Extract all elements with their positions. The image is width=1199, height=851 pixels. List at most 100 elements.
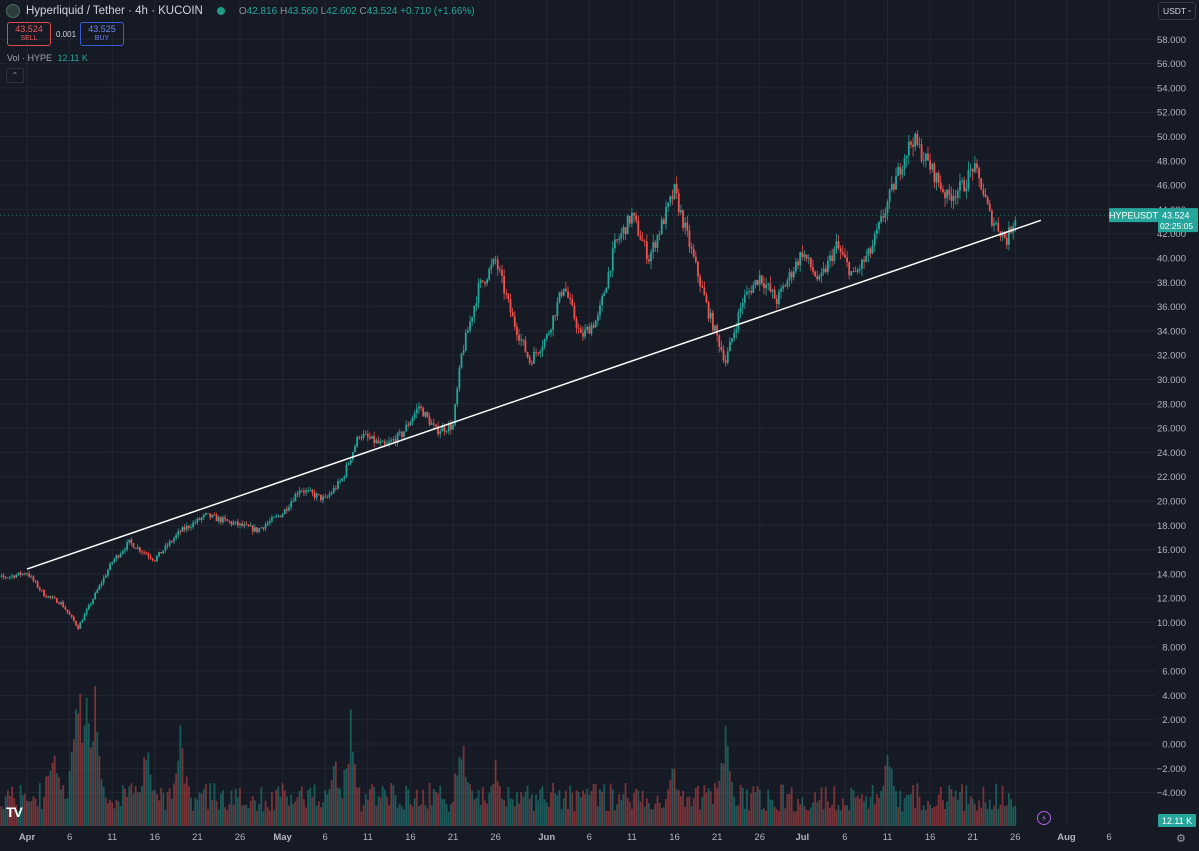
- volume-bar: [516, 792, 518, 826]
- volume-bar: [379, 797, 382, 826]
- price-tick-label: 16.000: [1157, 545, 1186, 556]
- volume-bar: [692, 798, 695, 826]
- candle-body: [571, 299, 574, 306]
- volume-bar: [965, 785, 968, 826]
- candle-body: [920, 144, 923, 161]
- price-tick-label: 12.000: [1157, 594, 1186, 605]
- candle-body: [45, 596, 48, 598]
- buy-button[interactable]: 43.525 BUY: [80, 22, 124, 46]
- candle-body: [369, 437, 371, 439]
- candle-body: [635, 215, 638, 221]
- candle-body: [418, 406, 420, 409]
- volume-bar: [682, 791, 684, 826]
- candle-body: [96, 589, 99, 593]
- candle-body: [343, 476, 346, 479]
- price-tick-label: 18.000: [1157, 521, 1186, 532]
- volume-bar: [26, 800, 28, 826]
- candle-body: [11, 575, 13, 577]
- candle-body: [631, 212, 633, 224]
- candle-body: [865, 256, 868, 262]
- gear-icon[interactable]: ⚙: [1176, 833, 1186, 845]
- volume-bar: [449, 804, 452, 826]
- candle-body: [17, 572, 20, 575]
- lightning-icon[interactable]: ⚡: [1037, 811, 1051, 825]
- time-tick-label: 6: [67, 832, 72, 843]
- candles: [0, 130, 1017, 631]
- candle-body: [479, 280, 482, 284]
- candle-body: [558, 292, 561, 303]
- volume-bar: [984, 802, 987, 826]
- volume-bar: [718, 780, 721, 826]
- volume-bar: [509, 798, 512, 826]
- candle-body: [128, 539, 131, 543]
- volume-bar: [799, 804, 802, 826]
- candle-body: [266, 523, 269, 525]
- volume-bar: [38, 783, 41, 826]
- volume-bar: [513, 806, 516, 826]
- volume-bar: [471, 790, 474, 826]
- spread-value: 0.001: [56, 30, 77, 39]
- price-tick-label: 10.000: [1157, 618, 1186, 629]
- candle-body: [590, 325, 593, 334]
- candle-body: [36, 581, 39, 588]
- volume-bar: [620, 800, 623, 826]
- volume-bar: [81, 742, 84, 826]
- candle-body: [156, 556, 158, 562]
- volume-bar: [96, 731, 99, 826]
- volume-bar: [2, 808, 5, 826]
- price-tick-label: 2.000: [1162, 715, 1186, 726]
- volume-bar: [488, 792, 491, 826]
- volume-bar: [733, 796, 736, 826]
- symbol-title[interactable]: Hyperliquid / Tether · 4h · KUCOIN: [26, 5, 203, 17]
- volume-bar: [954, 790, 957, 826]
- time-tick-label: Jun: [538, 832, 555, 843]
- volume-bar: [249, 800, 252, 826]
- candle-body: [916, 133, 919, 145]
- price-tick-label: −2.000: [1157, 764, 1186, 775]
- volume-bar: [503, 799, 506, 826]
- volume-bar: [452, 801, 454, 826]
- candle-body: [871, 245, 874, 254]
- volume-bar: [443, 799, 446, 826]
- candle-body: [38, 587, 41, 590]
- volume-bar: [545, 802, 548, 826]
- candle-body: [107, 569, 109, 576]
- volume-bar: [377, 796, 380, 826]
- volume-bar: [94, 686, 97, 826]
- sell-button[interactable]: 43.524 SELL: [7, 22, 51, 46]
- volume-bar: [905, 794, 908, 826]
- candle-body: [705, 295, 708, 303]
- candle-body: [588, 326, 591, 334]
- volume-bar: [867, 808, 870, 826]
- candle-body: [833, 248, 836, 262]
- candle-body: [782, 286, 785, 289]
- candle-body: [799, 252, 802, 266]
- volume-bar: [667, 789, 670, 826]
- candle-body: [471, 317, 474, 322]
- candle-body: [445, 431, 448, 433]
- candle-body: [582, 332, 584, 337]
- candle-body: [21, 573, 24, 575]
- volume-bar: [592, 783, 595, 826]
- currency-selector[interactable]: USDT ⌄: [1158, 2, 1196, 20]
- volume-bar: [586, 788, 589, 826]
- candle-body: [971, 168, 974, 172]
- candle-body: [605, 287, 608, 294]
- volume-bar: [786, 794, 789, 826]
- chart-grid: [0, 0, 1156, 826]
- volume-indicator-legend[interactable]: Vol · HYPE 12.11 K: [7, 53, 88, 63]
- tradingview-logo-icon[interactable]: TV: [6, 804, 23, 820]
- candle-body: [579, 328, 582, 333]
- candle-body: [993, 223, 995, 226]
- volume-bar: [492, 783, 495, 826]
- candle-body: [939, 182, 942, 190]
- volume-bar: [490, 785, 493, 826]
- collapse-legend-button[interactable]: ⌃: [6, 68, 24, 83]
- volume-bar: [720, 762, 723, 826]
- candle-body: [245, 524, 248, 526]
- candle-body: [447, 424, 450, 432]
- candle-body: [611, 248, 614, 271]
- symbol-tag-label: HYPEUSDT: [1109, 211, 1159, 221]
